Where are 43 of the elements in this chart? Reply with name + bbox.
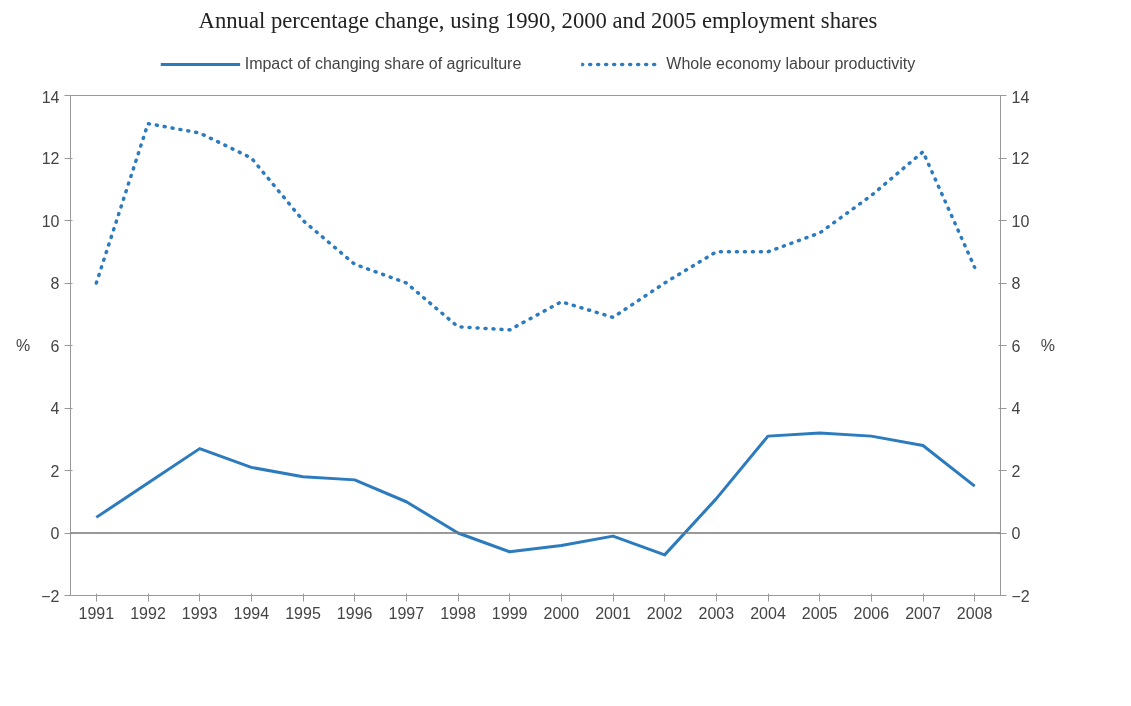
x-tick-label: 1993 (181, 604, 218, 622)
x-tick-label: 2003 (698, 604, 735, 622)
x-tick-label: 1991 (78, 604, 115, 622)
chart-title: Annual percentage change, using 1990, 2000 and 2005 employment shares (198, 7, 878, 33)
x-tick-label: 2005 (801, 604, 838, 622)
line-series (94, 121, 977, 332)
y2-tick-label: 0 (1011, 525, 1021, 542)
y2-tick-label: 8 (1011, 275, 1021, 292)
y-tick-label: 2 (50, 462, 60, 480)
y-tick-label: 8 (50, 275, 60, 292)
y-tick-label: 0 (50, 525, 60, 542)
y2-axis-title: % (1040, 337, 1055, 354)
y2-tick-label: 6 (1011, 337, 1021, 355)
y2-tick-label: 14 (1011, 88, 1030, 106)
y-tick-label: 14 (41, 88, 60, 106)
x-tick-label: 1996 (336, 604, 373, 622)
x-tick-label: 2006 (853, 604, 890, 622)
x-tick-label: 1999 (491, 604, 528, 622)
y-tick-label: −2 (41, 587, 60, 605)
x-tick-label: 1997 (388, 604, 425, 622)
y-tick-label: 10 (41, 212, 60, 230)
x-tick-label: 2008 (956, 604, 993, 622)
y-tick-label: 6 (50, 337, 60, 355)
legend-label: Impact of changing share of agriculture (244, 54, 522, 73)
x-tick-label: 1998 (440, 604, 476, 622)
y-tick-label: 12 (41, 150, 60, 167)
x-tick-label: 1994 (233, 604, 270, 622)
y2-tick-label: 10 (1011, 212, 1030, 230)
y-axis-title: % (16, 337, 31, 354)
x-tick-label: 2000 (543, 604, 580, 622)
x-tick-label: 2004 (750, 604, 786, 622)
x-tick-label: 1995 (285, 604, 321, 622)
legend-label: Whole economy labour productivity (666, 54, 916, 73)
x-tick-label: 1992 (130, 604, 166, 622)
x-tick-label: 2007 (905, 604, 941, 622)
y2-tick-label: 12 (1011, 150, 1030, 167)
x-tick-label: 2001 (595, 604, 631, 622)
y2-tick-label: 2 (1011, 462, 1021, 480)
y2-tick-label: −2 (1011, 587, 1030, 605)
x-tick-label: 2002 (646, 604, 683, 622)
line-series (94, 431, 977, 557)
y2-tick-label: 4 (1011, 400, 1021, 417)
y-tick-label: 4 (50, 400, 60, 417)
